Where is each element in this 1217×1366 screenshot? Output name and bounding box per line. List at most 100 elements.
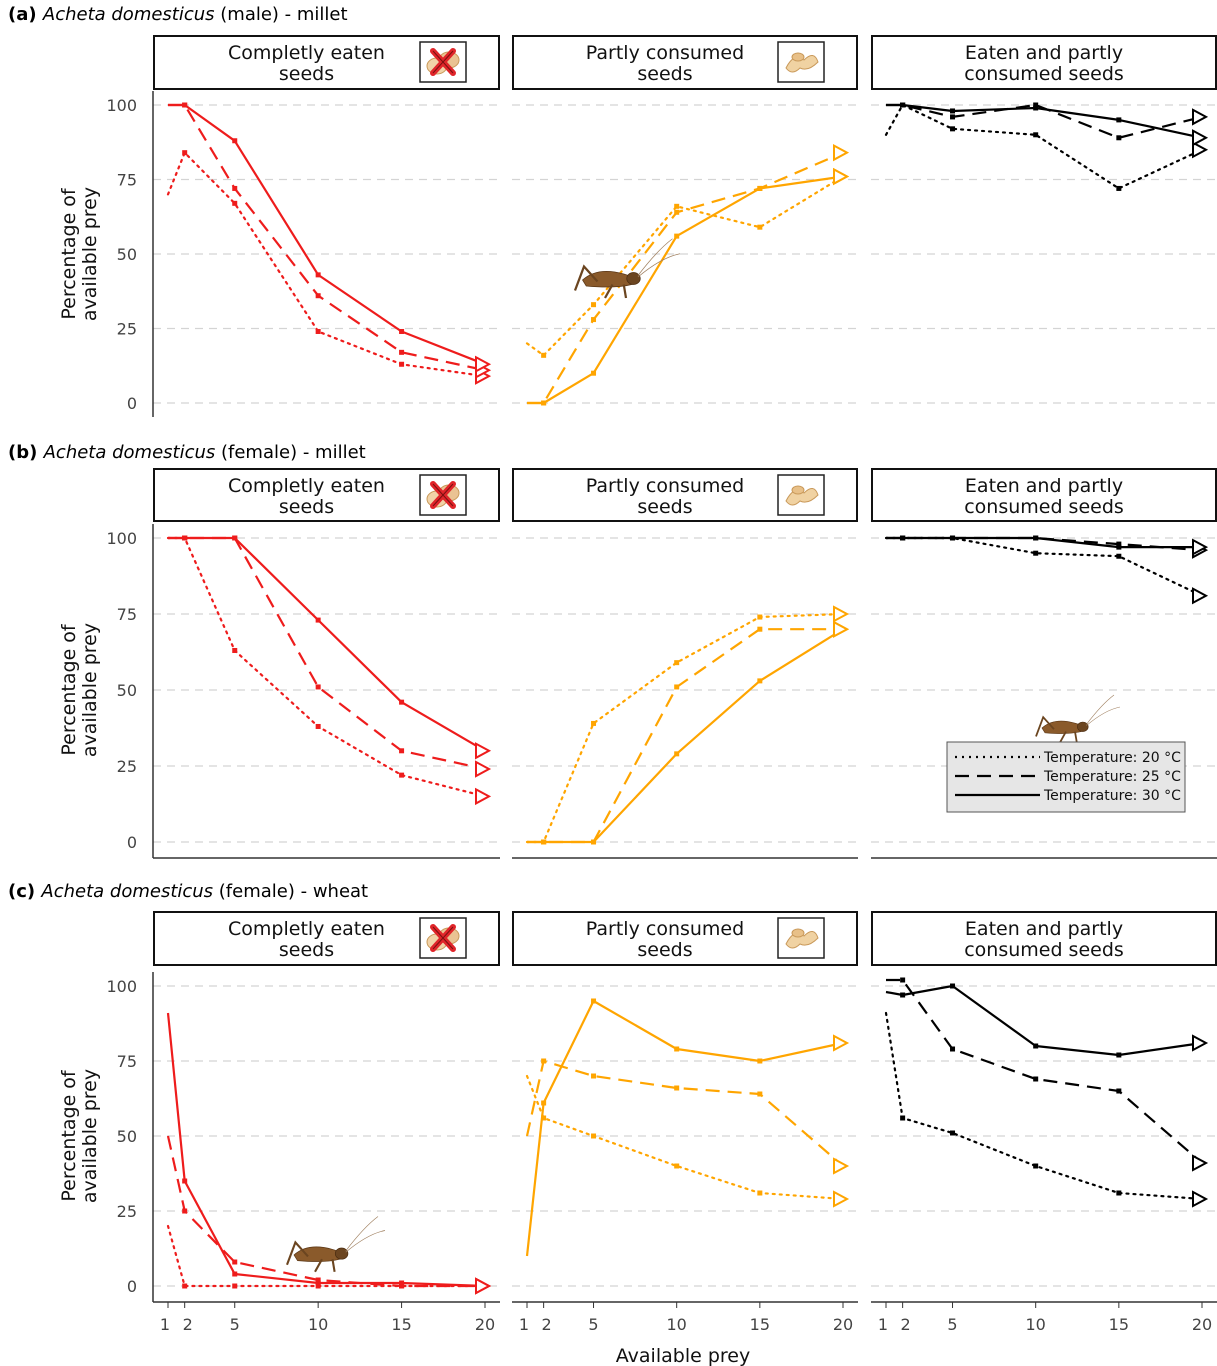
- x-tick-label: 2: [542, 1315, 552, 1334]
- data-point: [591, 317, 597, 323]
- facet-strip-label: seeds: [637, 63, 692, 85]
- data-point: [1033, 102, 1039, 108]
- x-tick-label: 10: [308, 1315, 328, 1334]
- facet-strip-label: Completly eaten: [228, 42, 385, 64]
- panel-title-rest: (male) - millet: [215, 4, 348, 25]
- data-point: [232, 200, 238, 206]
- data-point: [315, 328, 321, 334]
- cross-outline: [432, 50, 454, 74]
- data-point: [232, 138, 238, 144]
- legend-label: Temperature: 30 °C: [1043, 788, 1181, 804]
- series-line-dotted: [525, 1074, 845, 1201]
- cricket-legs: [1035, 715, 1078, 743]
- y-axis-label-line1: Percentage of: [58, 623, 80, 756]
- data-point: [950, 983, 956, 989]
- end-arrow: [833, 620, 850, 638]
- legend: Temperature: 20 °C Temperature: 25 °C Temp…: [946, 741, 1186, 813]
- data-point: [1116, 135, 1122, 141]
- facet-strip: [871, 911, 1217, 966]
- y-axis-label: Percentage ofavailable prey: [58, 623, 101, 757]
- data-point: [182, 102, 188, 108]
- data-point: [182, 1283, 188, 1289]
- data-point: [591, 1073, 597, 1079]
- data-point: [182, 150, 188, 156]
- data-point: [757, 1058, 763, 1064]
- y-axis-label: Percentage ofavailable prey: [58, 187, 101, 321]
- data-point: [1116, 553, 1122, 559]
- cricket-antenna: [637, 238, 681, 278]
- data-point: [232, 1283, 238, 1289]
- data-point: [591, 998, 597, 1004]
- cross-outline: [432, 483, 454, 507]
- panel-species: Acheta domesticus: [40, 881, 213, 902]
- data-point: [591, 302, 597, 308]
- data-point: [232, 1271, 238, 1277]
- cricket-image: [573, 238, 681, 299]
- y-tick-label: 25: [117, 1202, 137, 1221]
- panel-b: (b) Acheta domesticus (female) - millet 0…: [8, 442, 1217, 859]
- data-point: [541, 1100, 547, 1106]
- data-point: [900, 535, 906, 541]
- y-axis-label-line2: available prey: [79, 1069, 101, 1203]
- series-line-dashed: [166, 1135, 485, 1288]
- data-point: [1033, 535, 1039, 541]
- facet-strip-label: seeds: [279, 63, 334, 85]
- x-tick-label: 15: [391, 1315, 411, 1334]
- y-tick-label: 75: [117, 605, 137, 624]
- facet-strip-label: consumed seeds: [964, 63, 1124, 85]
- partly-seed-icon-shapes: [785, 928, 819, 949]
- legend-label: Temperature: 20 °C: [1043, 750, 1181, 766]
- end-arrow: [833, 144, 850, 162]
- y-axis-label-line1: Percentage of: [58, 1069, 80, 1202]
- y-tick-label: 50: [117, 245, 137, 264]
- cricket-head: [626, 272, 641, 285]
- y-tick-label: 100: [106, 529, 137, 548]
- series-line-solid: [525, 999, 844, 1257]
- data-point: [541, 352, 547, 358]
- data-point: [232, 185, 238, 191]
- end-arrow: [833, 1034, 850, 1052]
- data-point: [757, 678, 763, 684]
- data-point: [541, 400, 547, 406]
- data-point: [182, 1178, 188, 1184]
- panel-title-rest: (female) - millet: [215, 442, 365, 463]
- data-point: [315, 293, 321, 299]
- data-point: [315, 272, 321, 278]
- end-arrow: [475, 355, 492, 373]
- end-arrow: [1192, 141, 1209, 159]
- data-point: [182, 535, 188, 541]
- data-point: [757, 626, 763, 632]
- facet-strip-label: consumed seeds: [964, 496, 1124, 518]
- data-point: [541, 1058, 547, 1064]
- cricket-image: [1035, 694, 1121, 743]
- panel-title: (b) Acheta domesticus (female) - millet: [8, 442, 366, 463]
- panel-a: (a) Acheta domesticus (male) - millet 0 25…: [8, 4, 1217, 417]
- data-point: [674, 209, 680, 215]
- cross-outline: [432, 926, 454, 950]
- series-line-dotted: [525, 612, 845, 844]
- x-tick-label: 2: [901, 1315, 911, 1334]
- series-line-solid: [527, 175, 844, 405]
- end-arrow: [1192, 129, 1209, 147]
- data-point: [591, 370, 597, 376]
- data-point: [1033, 1163, 1039, 1169]
- cricket-antenna: [1086, 694, 1121, 726]
- y-axis-label-line1: Percentage of: [58, 187, 80, 320]
- data-point: [674, 1163, 680, 1169]
- facet-strip-label: seeds: [279, 496, 334, 518]
- x-tick-label: 15: [1109, 1315, 1129, 1334]
- data-point: [1116, 541, 1122, 547]
- y-tick-label: 75: [117, 171, 137, 190]
- y-tick-label: 25: [117, 757, 137, 776]
- data-point: [674, 1046, 680, 1052]
- panel-label: (a): [8, 4, 43, 25]
- data-point: [674, 1085, 680, 1091]
- series-line-dotted: [525, 175, 845, 357]
- data-point: [757, 185, 763, 191]
- end-arrow: [1192, 1190, 1209, 1208]
- data-point: [399, 772, 405, 778]
- end-arrow: [833, 605, 850, 623]
